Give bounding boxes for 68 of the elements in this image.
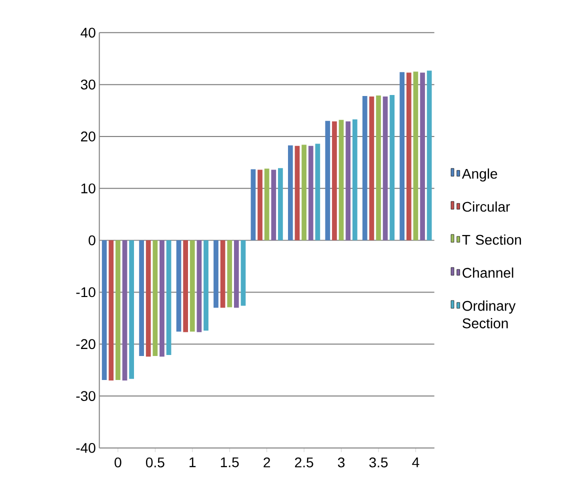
legend-label: Channel <box>462 267 514 278</box>
bar <box>196 240 202 332</box>
bar <box>278 168 283 240</box>
bar <box>332 121 337 240</box>
y-tick-label: 0 <box>88 235 96 246</box>
bar <box>129 240 134 379</box>
bar <box>426 70 432 240</box>
bar <box>271 170 276 240</box>
bar <box>264 168 270 240</box>
bar <box>294 146 300 240</box>
bar <box>420 72 425 240</box>
bar <box>406 72 412 240</box>
bar <box>376 95 381 240</box>
y-tick-label: 20 <box>81 131 96 142</box>
y-tick-label: 30 <box>80 79 96 90</box>
bar <box>204 240 208 330</box>
x-tick-label: 3.5 <box>369 457 388 468</box>
bar <box>122 240 128 380</box>
y-tick-label: -10 <box>76 287 96 297</box>
bar <box>116 240 120 380</box>
x-tick-label: 0 <box>114 457 122 468</box>
x-tick-label: 4 <box>412 457 420 467</box>
bar <box>139 240 144 356</box>
legend-label: Ordinary Section <box>462 300 516 328</box>
bar <box>302 144 306 240</box>
x-tick-label: 2 <box>264 457 270 468</box>
bar <box>308 146 314 240</box>
bar <box>183 240 188 332</box>
x-tick-label: 3 <box>338 457 345 468</box>
bar <box>382 96 388 240</box>
bar <box>362 96 368 240</box>
legend-label: T Section <box>462 234 521 245</box>
x-tick-label: 1 <box>190 457 196 467</box>
x-tick-label: 1.5 <box>220 457 239 468</box>
bar <box>369 96 374 240</box>
bar <box>234 240 239 308</box>
y-tick-label: -20 <box>76 338 96 349</box>
bar <box>190 240 195 332</box>
bar <box>250 169 256 240</box>
x-tick-label: 0.5 <box>146 457 164 468</box>
bar <box>108 240 114 380</box>
bar <box>146 240 151 356</box>
bar <box>214 240 218 308</box>
bar <box>288 145 293 240</box>
bar <box>176 240 182 332</box>
bar <box>166 240 172 355</box>
bar <box>400 72 405 240</box>
bar <box>227 240 232 308</box>
bar <box>258 170 262 240</box>
bar <box>240 240 246 306</box>
bar <box>413 71 418 240</box>
bar <box>346 121 351 240</box>
legend-label: Angle <box>462 168 498 182</box>
bar <box>152 240 158 356</box>
bar <box>160 240 164 356</box>
y-tick-label: 10 <box>81 183 96 194</box>
bar <box>315 144 320 240</box>
y-tick-label: -30 <box>76 390 96 401</box>
y-tick-label: 40 <box>80 28 96 38</box>
legend-label: Circular <box>462 201 510 212</box>
bar <box>390 94 395 240</box>
bar <box>220 240 226 308</box>
y-tick-label: -40 <box>76 442 96 453</box>
bar <box>338 120 344 240</box>
bar <box>325 120 330 240</box>
bar <box>352 119 358 240</box>
x-tick-label: 2.5 <box>295 457 314 468</box>
bar <box>102 240 107 380</box>
